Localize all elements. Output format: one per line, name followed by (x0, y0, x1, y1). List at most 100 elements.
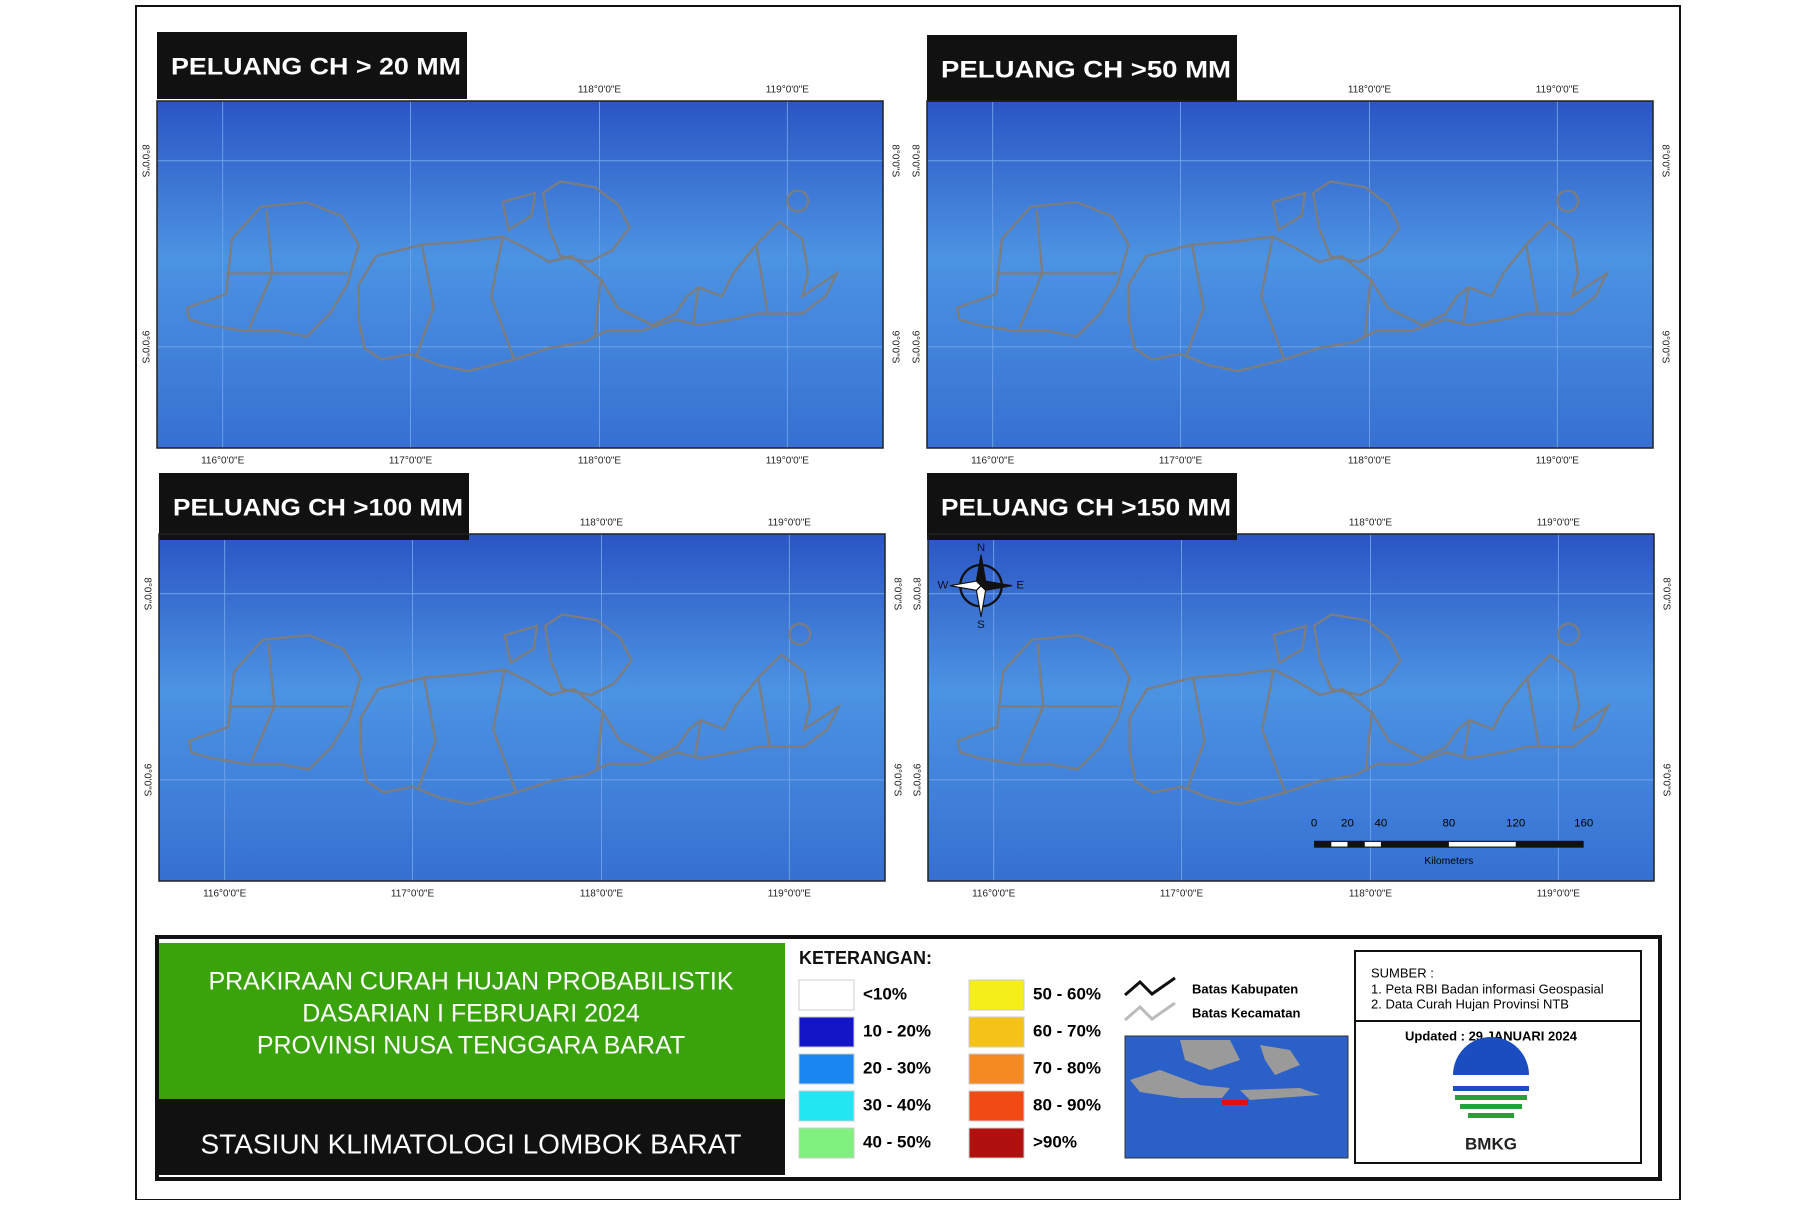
legend-swatch (968, 979, 1025, 1011)
panel-title: PELUANG CH >150 MM (941, 494, 1231, 521)
compass-e: E (1016, 580, 1024, 592)
lon-label: 116°0'0"E (201, 456, 245, 467)
station-name: STASIUN KLIMATOLOGI LOMBOK BARAT (201, 1128, 742, 1159)
lon-label: 119°0'0"E (766, 85, 810, 96)
lon-label: 119°0'0"E (1537, 518, 1581, 529)
updated-date: Updated : 29 JANUARI 2024 (1405, 1028, 1578, 1043)
panel-frame (156, 100, 884, 449)
legend-swatch (798, 979, 855, 1011)
title-line: DASARIAN I FEBRUARI 2024 (302, 1000, 640, 1028)
scale-label: 40 (1374, 818, 1387, 830)
line-legend-label: Batas Kecamatan (1192, 1005, 1300, 1020)
title-box (159, 943, 785, 1099)
legend-swatch (798, 1016, 855, 1048)
lat-label: 8°0'0"S (139, 144, 150, 177)
compass-w: W (938, 580, 949, 592)
lon-label: 116°0'0"E (203, 889, 247, 900)
map-panel (159, 534, 885, 881)
lon-label: 119°0'0"E (768, 518, 812, 529)
legend-swatch (968, 1090, 1025, 1122)
title-line: PRAKIRAAN CURAH HUJAN PROBABILISTIK (208, 968, 733, 996)
panel-frame (927, 533, 1655, 882)
lat-label: 8°0'0"S (141, 577, 152, 610)
legend-label: 10 - 20% (863, 1021, 931, 1040)
scale-label: 120 (1506, 818, 1525, 830)
panel-title-tab (157, 32, 467, 99)
lat-label: 8°0'0"S (889, 144, 900, 177)
panel-title: PELUANG CH > 20 MM (171, 53, 461, 80)
compass: N S E W (938, 542, 1025, 631)
lon-label: 118°0'0"E (578, 456, 622, 467)
panel-title-tab (927, 35, 1237, 102)
lat-label: 9°0'0"S (1660, 763, 1671, 796)
lat-label: 8°0'0"S (891, 577, 902, 610)
legend-swatch (968, 1016, 1025, 1048)
legend-swatch (798, 1090, 855, 1122)
legend-label: 80 - 90% (1033, 1095, 1101, 1114)
legend-swatch (968, 1053, 1025, 1085)
map-panel (927, 101, 1653, 448)
legend-swatch (798, 1127, 855, 1159)
lon-label: 118°0'0"E (580, 889, 624, 900)
lon-label: 118°0'0"E (1349, 889, 1393, 900)
lon-label: 116°0'0"E (972, 889, 1016, 900)
scale-label: 0 (1311, 818, 1317, 830)
lon-label: 119°0'0"E (768, 889, 812, 900)
lat-label: 8°0'0"S (1660, 577, 1671, 610)
title-line: PROVINSI NUSA TENGGARA BARAT (257, 1032, 685, 1060)
lon-label: 119°0'0"E (766, 456, 810, 467)
legend-title: KETERANGAN: (799, 948, 932, 968)
panel-frame (926, 100, 1654, 449)
scale-bar: 0 20 40 80 120 160 Kilometers (1311, 818, 1593, 868)
legend-label: 60 - 70% (1033, 1021, 1101, 1040)
lon-label: 117°0'0"E (391, 889, 435, 900)
lon-label: 117°0'0"E (1159, 456, 1203, 467)
compass-s: S (977, 619, 985, 631)
lat-label: 8°0'0"S (909, 144, 920, 177)
logo-text: BMKG (1465, 1134, 1517, 1153)
lat-label: 9°0'0"S (909, 330, 920, 363)
lat-label: 9°0'0"S (889, 330, 900, 363)
lon-label: 118°0'0"E (580, 518, 624, 529)
lat-label: 9°0'0"S (141, 763, 152, 796)
line-legend-label: Batas Kabupaten (1192, 981, 1298, 996)
map-panel (157, 101, 883, 448)
inset-map (1124, 1035, 1349, 1159)
lon-label: 117°0'0"E (389, 456, 433, 467)
panel-title: PELUANG CH >100 MM (173, 494, 463, 521)
source-box (1354, 950, 1642, 1022)
legend-label: 40 - 50% (863, 1132, 931, 1151)
legend-label: >90% (1033, 1132, 1077, 1151)
lat-label: 9°0'0"S (910, 763, 921, 796)
legend-label: 70 - 80% (1033, 1058, 1101, 1077)
lon-label: 118°0'0"E (1348, 456, 1392, 467)
line-kecamatan (1124, 1001, 1176, 1022)
lon-label: 118°0'0"E (1349, 518, 1393, 529)
panel-title-tab (159, 473, 469, 540)
map-panel: N S E W 0 20 40 80 120 160 Kilometers (928, 534, 1654, 881)
compass-n: N (977, 542, 985, 554)
lat-label: 8°0'0"S (1659, 144, 1670, 177)
lon-label: 117°0'0"E (1160, 889, 1204, 900)
scale-label: 80 (1442, 818, 1455, 830)
lon-label: 119°0'0"E (1536, 456, 1580, 467)
legend-label: 50 - 60% (1033, 984, 1101, 1003)
lat-label: 9°0'0"S (139, 330, 150, 363)
source-title: SUMBER : (1371, 965, 1434, 980)
lat-label: 8°0'0"S (910, 577, 921, 610)
lat-label: 9°0'0"S (891, 763, 902, 796)
scale-unit: Kilometers (1424, 856, 1473, 867)
panel-title-tab (927, 473, 1237, 540)
bmkg-logo (1453, 1037, 1529, 1118)
source-item: 1. Peta RBI Badan informasi Geospasial (1371, 981, 1604, 996)
station-box (159, 1099, 785, 1175)
lon-label: 119°0'0"E (1536, 85, 1580, 96)
legend-swatch (798, 1053, 855, 1085)
panel-title: PELUANG CH >50 MM (941, 56, 1231, 83)
lat-label: 9°0'0"S (1659, 330, 1670, 363)
lon-label: 118°0'0"E (578, 85, 622, 96)
scale-label: 160 (1574, 818, 1593, 830)
source-item: 2. Data Curah Hujan Provinsi NTB (1371, 996, 1569, 1011)
legend-label: 30 - 40% (863, 1095, 931, 1114)
